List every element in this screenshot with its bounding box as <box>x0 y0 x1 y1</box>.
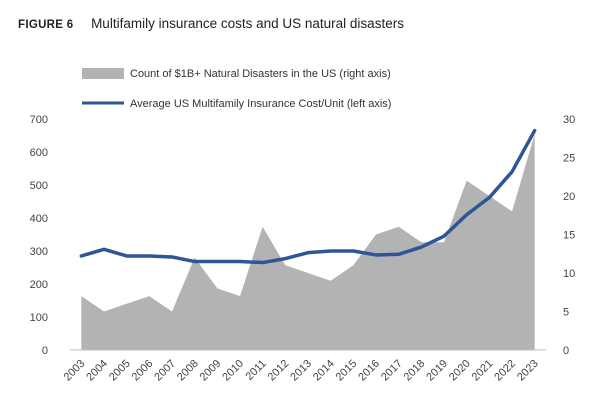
figure-title-row: FIGURE 6 Multifamily insurance costs and… <box>18 16 404 31</box>
disaster-count-area <box>81 134 535 350</box>
right-axis-tick-label: 30 <box>563 114 575 126</box>
left-axis-tick-label: 300 <box>30 246 48 258</box>
right-axis-tick-label: 25 <box>563 153 575 165</box>
area-series <box>81 134 535 350</box>
right-axis-tick-label: 5 <box>563 307 569 319</box>
figure-label: FIGURE 6 <box>18 19 74 31</box>
left-axis-tick-label: 400 <box>30 213 48 225</box>
right-axis-tick-label: 20 <box>563 191 575 203</box>
x-axis-tick-label: 2021 <box>470 358 496 384</box>
left-axis-tick-label: 700 <box>30 114 48 126</box>
left-axis-tick-label: 100 <box>30 312 48 324</box>
right-axis-tick-label: 10 <box>563 268 575 280</box>
right-axis: 0 5 10 15 20 25 30 <box>563 114 575 357</box>
x-axis-tick-label: 2003 <box>62 358 88 384</box>
legend-area-label: Count of $1B+ Natural Disasters in the U… <box>130 68 391 80</box>
x-axis-tick-label: 2004 <box>84 358 110 384</box>
right-axis-tick-label: 15 <box>563 230 575 242</box>
legend-line-label: Average US Multifamily Insurance Cost/Un… <box>130 98 391 110</box>
x-axis-tick-label: 2017 <box>379 358 405 384</box>
x-axis-tick-label: 2023 <box>515 358 541 384</box>
x-axis-tick-label: 2018 <box>402 358 428 384</box>
x-axis-tick-label: 2015 <box>334 358 360 384</box>
x-axis-tick-label: 2006 <box>130 358 156 384</box>
x-axis-tick-label: 2022 <box>492 358 518 384</box>
right-axis-tick-label: 0 <box>563 345 569 357</box>
x-axis-tick-label: 2020 <box>447 358 473 384</box>
x-axis-tick-label: 2014 <box>311 358 337 384</box>
left-axis-tick-label: 200 <box>30 279 48 291</box>
x-axis-tick-label: 2005 <box>107 358 133 384</box>
x-axis-tick-label: 2008 <box>175 358 201 384</box>
x-axis: 2003200420052006200720082009201020112012… <box>62 358 541 384</box>
legend: Count of $1B+ Natural Disasters in the U… <box>82 68 391 110</box>
x-axis-tick-label: 2013 <box>288 358 314 384</box>
legend-area-swatch <box>82 68 124 79</box>
left-axis-tick-label: 500 <box>30 180 48 192</box>
left-axis: 0 100 200 300 400 500 600 700 <box>30 114 48 357</box>
x-axis-tick-label: 2009 <box>198 358 224 384</box>
x-axis-tick-label: 2010 <box>220 358 246 384</box>
x-axis-tick-label: 2007 <box>152 358 178 384</box>
x-axis-tick-label: 2011 <box>244 358 269 383</box>
x-axis-tick-label: 2016 <box>356 358 382 384</box>
left-axis-tick-label: 0 <box>42 345 48 357</box>
x-axis-tick-label: 2012 <box>266 358 292 384</box>
figure-title: Multifamily insurance costs and US natur… <box>91 16 404 31</box>
x-axis-tick-label: 2019 <box>424 358 450 384</box>
line-series <box>79 128 537 265</box>
left-axis-tick-label: 600 <box>30 147 48 159</box>
